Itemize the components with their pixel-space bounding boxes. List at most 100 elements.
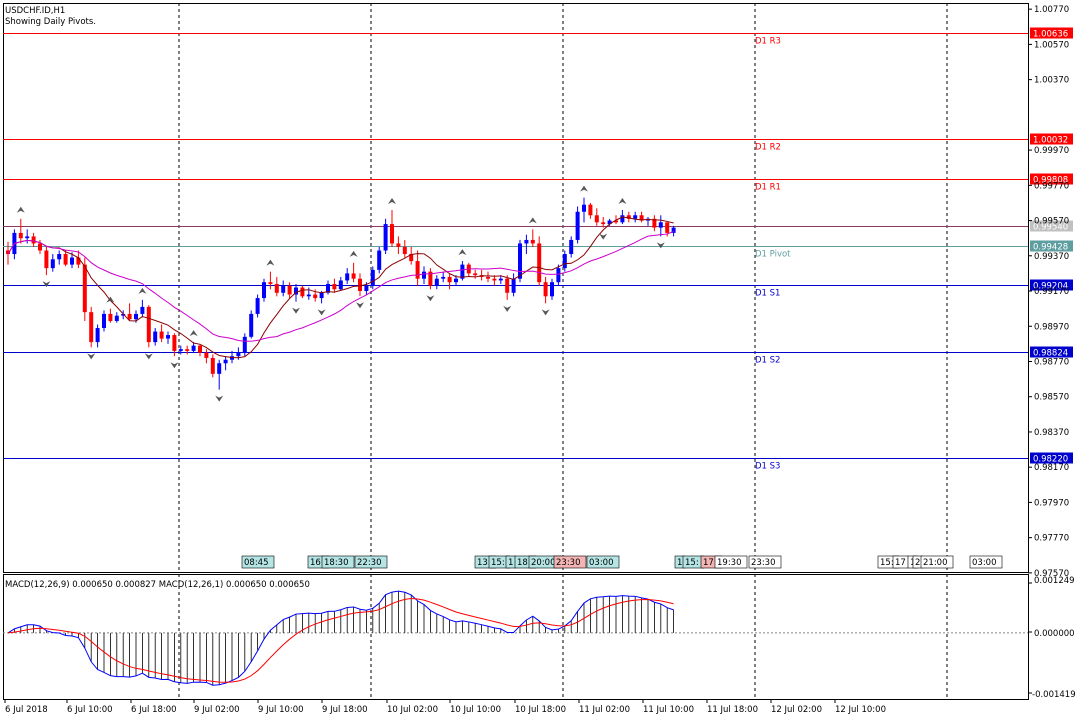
time-axis[interactable]: 6 Jul 2018 6 Jul 10:00 6 Jul 18:00 9 Jul 02… xyxy=(4,699,886,715)
price-tag-label: 0.99808 xyxy=(1033,176,1068,186)
pivot-label: D1 R3 xyxy=(755,37,781,47)
session-label: 15: xyxy=(685,558,699,568)
y-tick-label: 0.98970 xyxy=(1034,322,1069,332)
price-axis[interactable]: 1.00770 1.00570 1.00370 0.99970 0.99770 0.995… xyxy=(1028,5,1069,579)
session-label-box xyxy=(969,555,1003,569)
session-label: 22:30 xyxy=(357,558,382,568)
fractal-down-marker xyxy=(87,353,96,360)
bear-candle-body xyxy=(358,278,362,292)
y-tick-label: 0.97570 xyxy=(1034,569,1069,579)
session-label-box xyxy=(354,555,388,569)
session-label: 19:30 xyxy=(717,558,742,568)
price-tag-label: 1.00636 xyxy=(1033,30,1068,40)
session-label: 03:00 xyxy=(972,558,997,568)
macd-axis-zero: 0.000000 xyxy=(1034,629,1075,639)
fractal-up-marker xyxy=(580,185,588,192)
bear-candle-body xyxy=(274,283,279,293)
y-tick-label: 0.99370 xyxy=(1034,252,1069,262)
bull-candle-body xyxy=(262,282,266,299)
macd-axis-top: 0.001249 xyxy=(1034,576,1075,586)
x-tick-label: 12 Jul 02:00 xyxy=(771,705,822,715)
bull-candle-body xyxy=(441,276,446,279)
fractal-down-marker xyxy=(599,233,608,240)
bear-candle-body xyxy=(665,222,670,233)
bull-candle-body xyxy=(370,269,375,286)
x-tick-label: 12 Jul 10:00 xyxy=(835,705,886,715)
fractal-up-marker xyxy=(266,259,275,266)
bear-candle-body xyxy=(44,250,49,269)
bull-candle-body xyxy=(249,313,254,337)
bear-candle-body xyxy=(652,218,657,228)
macd-panel-border xyxy=(3,574,1029,700)
fractal-down-marker xyxy=(292,307,300,314)
fractal-markers xyxy=(16,185,665,402)
bull-candle-body xyxy=(671,227,676,233)
price-tag xyxy=(1030,346,1073,358)
pivot-label: D1 S3 xyxy=(755,462,780,472)
bull-candle-body xyxy=(460,264,465,279)
bull-candle-body xyxy=(377,250,382,270)
pivot-label: D1 R1 xyxy=(755,183,781,193)
bull-candle-body xyxy=(57,254,62,260)
session-label: 08:45 xyxy=(244,558,269,568)
bull-candle-body xyxy=(319,292,324,299)
session-label-box xyxy=(586,555,620,569)
session-label-box xyxy=(748,555,782,569)
fractal-down-marker xyxy=(215,395,224,402)
price-panel-border xyxy=(3,3,1029,573)
price-tag-label: 0.99204 xyxy=(1033,282,1068,292)
bull-candle-body xyxy=(70,257,74,265)
bear-candle-body xyxy=(287,285,292,295)
bull-candle-body xyxy=(620,215,625,223)
macd-panel[interactable] xyxy=(3,582,1032,694)
bull-candle-body xyxy=(575,211,580,240)
y-tick-label: 1.00770 xyxy=(1034,5,1069,15)
bear-candle-body xyxy=(300,287,305,297)
session-label: 2 xyxy=(915,558,920,568)
bear-candle-body xyxy=(415,261,420,279)
y-tick-label: 0.99570 xyxy=(1034,217,1069,227)
bull-candle-body xyxy=(217,363,222,374)
bear-candle-body xyxy=(76,257,81,265)
bull-candle-body xyxy=(114,315,119,321)
bear-candle-body xyxy=(505,278,510,293)
bear-candle-body xyxy=(6,250,10,255)
bull-candle-body xyxy=(511,278,516,293)
price-tag-label: 0.99540 xyxy=(1033,223,1068,233)
session-label-box xyxy=(241,555,275,569)
fractal-up-marker xyxy=(349,250,358,257)
macd-signal-line xyxy=(7,598,674,683)
chart-grid xyxy=(178,3,948,699)
bear-candle-body xyxy=(601,222,606,225)
session-label: 18:30 xyxy=(324,558,349,568)
macd-axis-bottom: -0.001419 xyxy=(1032,690,1076,700)
fractal-up-marker xyxy=(189,330,198,337)
session-label: 16: xyxy=(310,558,324,568)
x-tick-label: 11 Jul 10:00 xyxy=(643,705,694,715)
y-tick-label: 0.98570 xyxy=(1034,393,1069,403)
bull-candle-body xyxy=(281,285,286,293)
bear-candle-body xyxy=(198,345,202,353)
bull-candle-body xyxy=(166,335,170,339)
session-label-box xyxy=(553,555,587,569)
x-tick-label: 9 Jul 10:00 xyxy=(258,705,304,715)
bull-candle-body xyxy=(562,254,567,269)
bull-candle-body xyxy=(434,278,439,286)
bear-candle-body xyxy=(537,243,542,283)
bull-candle-body xyxy=(345,273,350,281)
bear-candle-body xyxy=(409,254,414,262)
bull-candle-body xyxy=(569,239,574,255)
bull-candle-body xyxy=(223,359,228,364)
y-tick-label: 0.98770 xyxy=(1034,357,1069,367)
fractal-up-marker xyxy=(388,197,396,204)
fractal-down-marker xyxy=(426,295,435,302)
slow-ma-line xyxy=(7,231,674,342)
symbol-label: USDCHF.ID,H1 xyxy=(5,6,65,16)
y-tick-label: 1.00570 xyxy=(1034,40,1069,50)
macd-label: MACD(12,26,9) 0.000650 0.000827 MACD(12,… xyxy=(5,580,310,590)
bear-candle-body xyxy=(82,264,87,313)
session-label: 1 xyxy=(677,558,682,568)
price-tag-label: 0.98220 xyxy=(1033,455,1068,465)
